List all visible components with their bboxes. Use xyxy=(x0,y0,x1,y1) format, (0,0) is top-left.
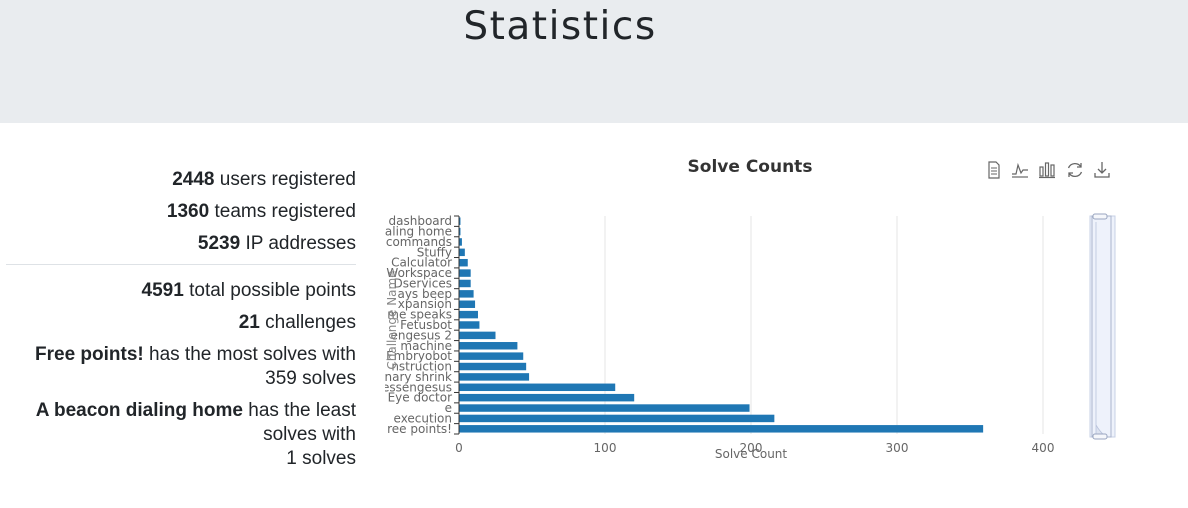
x-tick-label: 200 xyxy=(740,441,763,455)
bar[interactable] xyxy=(459,373,530,381)
slider-handle-top[interactable] xyxy=(1092,213,1108,220)
x-tick-label: 300 xyxy=(886,441,909,455)
bar[interactable] xyxy=(459,279,471,288)
y-tick-label: Stuffy xyxy=(417,245,452,259)
bar[interactable] xyxy=(459,227,461,236)
x-tick-label: 0 xyxy=(455,441,463,455)
most-solved-stat: Free points! has the most solves with 359… xyxy=(6,343,356,391)
users-count: 2448 xyxy=(172,169,215,190)
bar[interactable] xyxy=(459,321,480,329)
ip-stat: 5239 IP addresses xyxy=(6,232,356,256)
users-stat: 2448 users registered xyxy=(6,168,356,192)
y-tick-label: execution xyxy=(394,411,452,425)
chart-bars xyxy=(459,217,984,433)
ip-count: 5239 xyxy=(197,233,241,254)
y-tick-label: ays beep xyxy=(397,287,452,301)
challenges-label: challenges xyxy=(259,312,356,333)
bar[interactable] xyxy=(459,248,465,257)
x-tick-label: 400 xyxy=(1032,441,1055,455)
bar[interactable] xyxy=(459,238,462,246)
bar[interactable] xyxy=(459,425,984,433)
bar[interactable] xyxy=(459,393,635,402)
teams-count: 1360 xyxy=(166,201,210,222)
least-solved-count: 1 solves xyxy=(286,448,356,469)
y-tick-label: nstruction xyxy=(391,360,452,374)
bar[interactable] xyxy=(459,310,478,319)
y-tick-label: Fetusbot xyxy=(400,318,452,332)
bar[interactable] xyxy=(459,258,468,267)
least-solved-stat: A beacon dialing home has the least solve… xyxy=(6,399,356,471)
y-tick-label: me speaks xyxy=(387,308,452,322)
challenges-stat: 21 challenges xyxy=(6,311,356,335)
y-tick-label: Embryobot xyxy=(386,349,452,363)
y-tick-label: Workspace xyxy=(386,266,452,280)
y-tick-label: nary shrink xyxy=(385,370,453,384)
bar[interactable] xyxy=(459,362,527,371)
y-tick-label: commands xyxy=(386,235,452,249)
least-solved-name: A beacon dialing home xyxy=(35,400,243,421)
bar[interactable] xyxy=(459,300,476,308)
bar[interactable] xyxy=(459,352,524,360)
least-solved-line2: solves with xyxy=(263,424,356,445)
points-stat: 4591 total possible points xyxy=(6,279,356,303)
data-view-icon[interactable] xyxy=(984,160,1004,180)
x-axis: 0 100 200 300 400 xyxy=(455,441,1054,455)
bar[interactable] xyxy=(459,331,496,340)
restore-icon[interactable] xyxy=(1065,160,1085,180)
bar[interactable] xyxy=(459,404,750,412)
bar[interactable] xyxy=(459,342,518,350)
least-solved-text: has the least xyxy=(242,400,356,421)
ip-label: IP addresses xyxy=(240,233,356,254)
y-tick-label: essengesus xyxy=(382,380,452,394)
x-tick-label: 100 xyxy=(594,441,617,455)
stats-panel: 2448 users registered 1360 teams registe… xyxy=(6,168,356,479)
stats-divider xyxy=(6,264,356,265)
bar[interactable] xyxy=(459,383,616,392)
page-title: Statistics xyxy=(463,4,657,49)
points-label: total possible points xyxy=(183,280,356,301)
y-tick-label: engesus 2 xyxy=(390,328,452,342)
bar[interactable] xyxy=(459,414,775,423)
y-tick-label: Dservices xyxy=(394,276,452,290)
most-solved-count: 359 solves xyxy=(265,368,356,389)
users-label: users registered xyxy=(214,169,356,190)
bar-chart-icon[interactable] xyxy=(1037,160,1057,180)
line-chart-icon[interactable] xyxy=(1010,160,1030,180)
y-axis-label: Challenge Name xyxy=(385,270,399,369)
x-axis-label: Solve Count xyxy=(715,447,788,461)
most-solved-name: Free points! xyxy=(35,344,144,365)
teams-stat: 1360 teams registered xyxy=(6,200,356,224)
challenges-count: 21 xyxy=(238,312,260,333)
y-tick-label: xpansion xyxy=(398,297,452,311)
y-tick-label: ree points! xyxy=(387,422,452,436)
points-count: 4591 xyxy=(141,280,184,301)
data-zoom-slider[interactable] xyxy=(1089,213,1116,440)
bar[interactable] xyxy=(459,217,461,225)
header-banner: Statistics xyxy=(0,0,1188,123)
chart-grid xyxy=(604,216,1044,434)
most-solved-text: has the most solves with xyxy=(143,344,356,365)
slider-handle-bottom[interactable] xyxy=(1092,433,1108,440)
save-image-icon[interactable] xyxy=(1092,160,1112,180)
bar[interactable] xyxy=(459,269,471,277)
y-tick-label: machine xyxy=(400,339,452,353)
bar[interactable] xyxy=(459,290,474,298)
y-tick-label: e xyxy=(445,401,452,415)
teams-label: teams registered xyxy=(209,201,356,222)
y-tick-label: aling home xyxy=(385,225,452,239)
y-tick-label: Calculator xyxy=(391,256,452,270)
chart-title: Solve Counts xyxy=(687,157,813,177)
y-tick-label: dashboard xyxy=(389,214,452,228)
y-tick-label: Eye doctor xyxy=(388,391,452,405)
